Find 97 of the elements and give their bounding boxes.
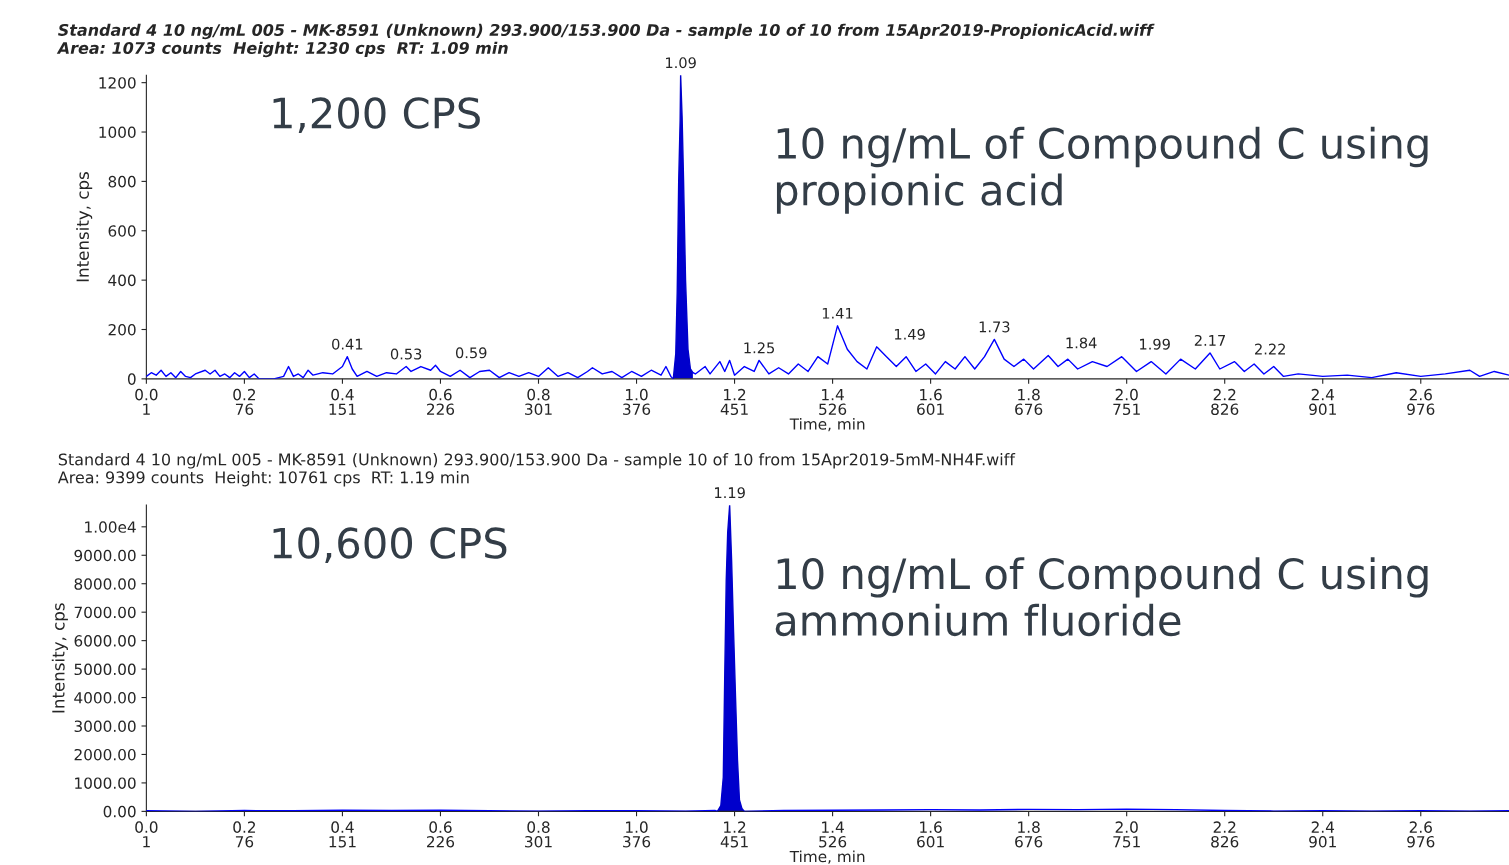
x-tick-label: 1.8 [1018,821,1040,833]
x2-tick-label: 301 [525,835,552,848]
x2-tick-label: 976 [1407,835,1435,848]
x-tick-label: 0.6 [429,821,452,833]
annotation: 1.49 [894,328,925,340]
annotation: 0.53 [390,348,422,360]
x2-tick-label: 301 [525,403,552,415]
annotation: 10 ng/mL of Compound C using ammonium fluoride [775,557,1428,637]
x-tick-label: 2.4 [1311,821,1335,833]
x-tick-label: 2.0 [1115,821,1138,833]
x2-tick-label: 901 [1309,403,1336,415]
x2-tick-label: 451 [720,403,748,415]
x2-tick-label: 676 [1015,403,1043,415]
x-tick-label: 0.2 [233,821,256,833]
annotation: 0.41 [332,338,363,350]
x-tick-label: 2.4 [1311,388,1335,401]
y-tick-label: 2000.00 [74,748,136,761]
x2-tick-label: 376 [623,403,651,415]
annotation: 1.41 [822,307,853,319]
x-tick-label: 0.6 [429,388,452,401]
x-tick-label: 1.0 [626,821,648,833]
y-tick-label: 600 [108,225,136,237]
y-tick-label: 3000.00 [74,720,136,733]
x-tick-label: 0.8 [527,821,550,833]
annotation: 2.17 [1194,334,1225,346]
x2-tick-label: 1 [143,836,150,848]
x-tick-label: 1.4 [822,389,844,401]
x-tick-label: 2.2 [1213,388,1236,401]
y-tick-label: 4000.00 [74,692,136,704]
x2-tick-label: 901 [1309,835,1336,848]
x-axis-title: Time, min [789,417,865,432]
annotation: 1.99 [1140,338,1170,350]
annotation: 1.19 [715,487,745,499]
y-tick-label: 7000.00 [74,606,136,619]
x2-tick-label: 151 [329,403,356,415]
y-tick-label: 1200 [99,77,136,89]
x-tick-label: 2.6 [1409,821,1432,833]
annotation: 1.09 [666,57,696,69]
x2-tick-label: 76 [235,403,254,415]
annotation: 2.22 [1255,343,1285,355]
y-tick-label: 0 [127,373,136,385]
y-tick-label: 8000.00 [74,578,136,590]
x-tick-label: 2.6 [1409,388,1432,401]
x2-tick-label: 76 [235,835,254,848]
annotation: 1.84 [1066,337,1097,349]
x-tick-label: 0.4 [331,821,354,833]
x-tick-label: 1.8 [1018,388,1040,401]
y-tick-label: 5000.00 [74,663,136,676]
annotation: 1.73 [979,321,1010,333]
x-tick-label: 0.8 [527,388,550,401]
y-tick-label: 200 [108,323,136,336]
x-tick-label: 2.2 [1213,821,1236,833]
x2-tick-label: 1 [143,403,150,415]
x-tick-label: 1.6 [920,821,942,833]
x-tick-label: 1.0 [626,388,648,401]
annotation: 10 ng/mL of Compound C using propionic acid [776,126,1428,214]
x2-tick-label: 151 [329,836,356,848]
x2-tick-label: 751 [1113,403,1140,415]
y-axis-title: Intensity, cps [76,172,93,282]
y-tick-label: 6000.00 [74,635,136,647]
x-tick-label: 0.2 [233,388,256,401]
x2-tick-label: 751 [1113,836,1140,848]
x2-tick-label: 376 [623,835,651,848]
x2-tick-label: 826 [1211,403,1239,415]
annotation: 1,200 CPS [273,97,480,134]
x-tick-label: 0.0 [135,388,158,401]
x-tick-label: 1.2 [724,388,746,401]
x-tick-label: 1.6 [920,388,942,401]
y-tick-label: 9000.00 [74,549,136,562]
y-axis-title: Intensity, cps [51,603,68,713]
x2-tick-label: 826 [1211,835,1239,848]
x-tick-label: 0.0 [135,821,158,833]
chart-title: Standard 4 10 ng/mL 005 - MK-8591 (Unknown) 293.900/153.900 Da - sample 10 of 10 from 15Apr2019-PropionicAcid.wiff Area: 1073 counts Height: 1230 cps RT: 1.09 min [56,23,1155,58]
y-tick-label: 1000.00 [75,777,136,789]
y-tick-label: 400 [108,274,136,287]
x2-tick-label: 526 [819,835,847,848]
x-tick-label: 1.2 [724,821,746,833]
x2-tick-label: 601 [917,403,944,415]
x2-tick-label: 451 [720,836,748,848]
x2-tick-label: 526 [819,403,847,415]
x2-tick-label: 676 [1015,835,1043,848]
y-tick-label: 0.00 [103,805,136,818]
x-tick-label: 0.4 [331,388,354,401]
x-tick-label: 1.4 [822,821,844,833]
annotation: 1.25 [744,342,775,354]
annotation: 0.59 [455,347,487,359]
annotation: 10,600 CPS [273,527,507,564]
x2-tick-label: 976 [1407,403,1435,415]
chart-title: Standard 4 10 ng/mL 005 - MK-8591 (Unknown) 293.900/153.900 Da - sample 10 of 10 from 15Apr2019-5mM-NH4F.wiff Area: 9399 counts Height: 10761 cps RT: 1.19 min [57,453,1016,487]
x2-tick-label: 226 [427,403,455,415]
x-axis-title: Time, min [789,850,865,864]
x2-tick-label: 601 [917,835,944,848]
y-tick-label: 1000 [99,126,136,139]
y-tick-label: 1.00e4 [85,521,136,533]
x2-tick-label: 226 [427,835,455,848]
y-tick-label: 800 [108,175,136,188]
x-tick-label: 2.0 [1115,388,1138,401]
